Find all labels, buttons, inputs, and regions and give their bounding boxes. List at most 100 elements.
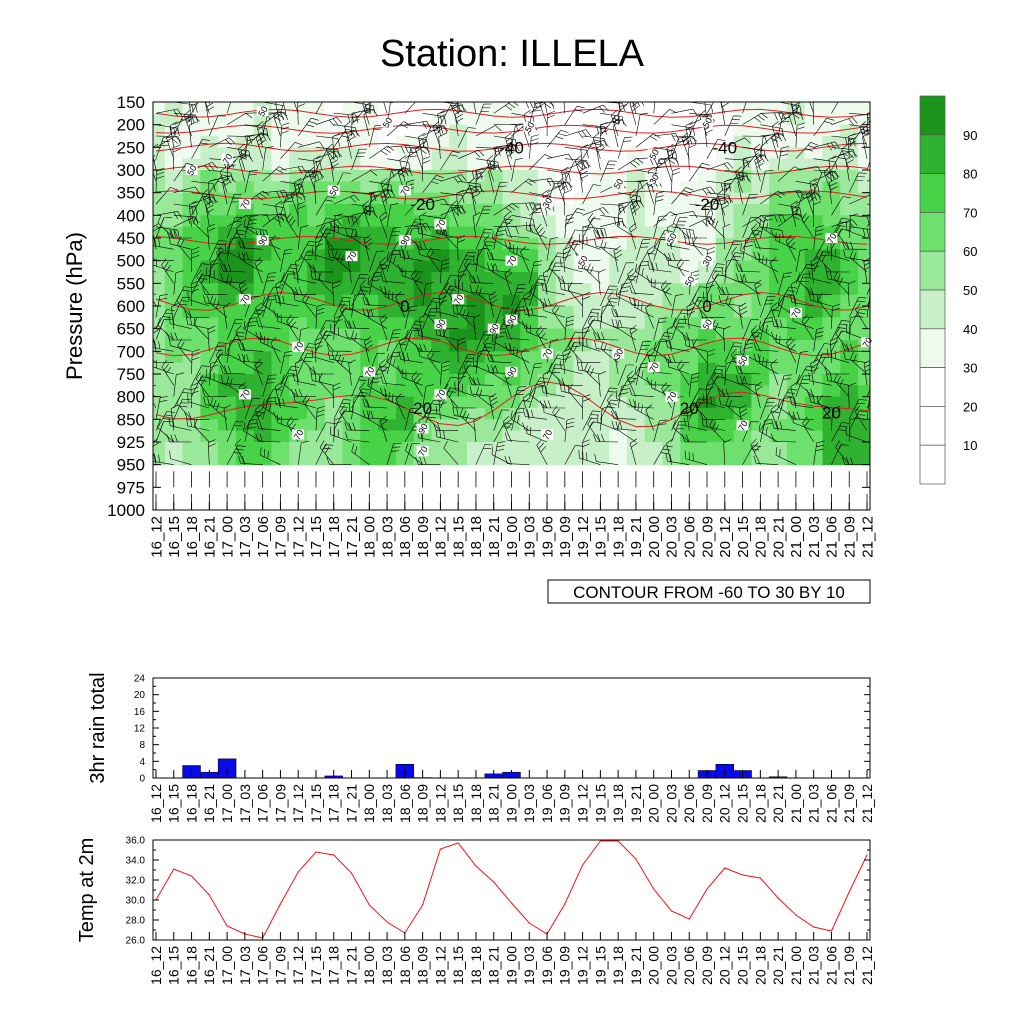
- humidity-cell: [360, 385, 379, 398]
- wind-barb-flag: [223, 80, 230, 84]
- humidity-cell: [271, 204, 290, 216]
- wind-barb: [369, 193, 372, 216]
- wind-barb: [351, 107, 367, 125]
- humidity-cell: [153, 328, 166, 341]
- humidity-cell: [200, 215, 219, 228]
- wind-barb-flag: [469, 76, 475, 81]
- wind-barb: [294, 299, 317, 307]
- wind-barb: [330, 159, 335, 182]
- wind-barb: [529, 275, 541, 295]
- wind-barb: [347, 261, 352, 284]
- wind-barb: [262, 148, 266, 171]
- wind-barb-flag: [459, 407, 464, 416]
- wind-barb-flag: [274, 113, 282, 120]
- humidity-cell: [153, 260, 166, 273]
- humidity-cell: [360, 374, 379, 386]
- wind-barb-flag: [536, 384, 545, 387]
- humidity-cell: [662, 408, 682, 420]
- wind-barb-flag: [176, 395, 181, 404]
- wind-barb-flag: [380, 415, 387, 422]
- wind-barb: [312, 278, 334, 284]
- wind-barb: [379, 420, 388, 443]
- humidity-cell: [360, 170, 379, 182]
- wind-barb-flag: [161, 258, 167, 266]
- humidity-cell: [609, 158, 628, 171]
- humidity-cell: [253, 249, 273, 262]
- wind-barb: [280, 194, 288, 216]
- humidity-cell: [626, 215, 646, 228]
- humidity-cell: [466, 351, 486, 364]
- humidity-cell: [235, 419, 255, 432]
- wind-barb-flag: [157, 215, 162, 223]
- humidity-cell: [769, 204, 788, 216]
- wind-barb: [320, 231, 334, 250]
- wind-barb-flag: [538, 329, 544, 336]
- humidity-cell: [324, 192, 344, 205]
- wind-barb: [222, 372, 245, 375]
- wind-barb-flag: [190, 382, 199, 387]
- wind-barb: [367, 317, 388, 329]
- wind-barb-flag: [411, 371, 417, 378]
- wind-barb-flag: [539, 102, 543, 105]
- humidity-cell: [153, 362, 166, 375]
- humidity-cell: [644, 430, 664, 443]
- humidity-cell: [466, 385, 486, 398]
- wind-barb-flag: [227, 164, 236, 168]
- humidity-cell: [360, 272, 379, 284]
- humidity-cell: [271, 385, 290, 398]
- wind-barb: [351, 170, 371, 182]
- wind-barb: [404, 307, 410, 329]
- humidity-cell: [153, 181, 166, 194]
- wind-barb: [226, 229, 239, 250]
- wind-barb-flag: [406, 352, 410, 361]
- wind-barb-flag: [218, 240, 227, 242]
- wind-barb-flag: [465, 413, 470, 422]
- wind-barb: [404, 102, 406, 103]
- wind-barb: [529, 178, 552, 182]
- wind-barb-flag: [293, 393, 296, 402]
- wind-barb-flag: [403, 121, 411, 126]
- humidity-cell: [324, 238, 344, 250]
- humidity-cell: [413, 408, 433, 420]
- humidity-cell: [520, 260, 539, 273]
- wind-barb-flag: [530, 138, 539, 142]
- wind-barb-flag: [533, 208, 542, 210]
- humidity-cell: [324, 362, 344, 375]
- wind-barb-flag: [290, 189, 298, 195]
- humidity-cell: [680, 294, 699, 307]
- wind-barb-flag: [186, 316, 189, 325]
- wind-barb: [492, 271, 512, 284]
- humidity-cell: [644, 340, 664, 352]
- wind-barb: [459, 415, 477, 431]
- wind-barb: [415, 149, 423, 171]
- wind-barb-flag: [184, 309, 188, 318]
- wind-barb-flag: [386, 251, 390, 260]
- humidity-cell: [289, 328, 308, 341]
- wind-barb-flag: [538, 380, 547, 383]
- wind-barb-flag: [372, 108, 378, 117]
- humidity-cell: [786, 362, 806, 375]
- humidity-cell: [153, 170, 166, 182]
- humidity-cell: [484, 351, 504, 364]
- wind-barb: [492, 373, 512, 386]
- humidity-cell: [858, 351, 870, 364]
- humidity-cell: [804, 272, 824, 284]
- wind-barb: [544, 102, 548, 114]
- humidity-cell: [164, 136, 184, 148]
- humidity-cell: [342, 328, 362, 341]
- humidity-cell: [431, 158, 450, 171]
- humidity-cell: [153, 113, 166, 126]
- humidity-cell: [502, 124, 522, 137]
- wind-barb-flag: [235, 223, 243, 230]
- wind-barb: [382, 395, 405, 397]
- wind-barb-flag: [172, 316, 175, 325]
- wind-barb-flag: [355, 217, 359, 225]
- wind-barb-flag: [478, 149, 485, 157]
- humidity-cell: [235, 442, 255, 466]
- humidity-cell: [289, 249, 308, 262]
- wind-barb-flag: [320, 224, 326, 232]
- wind-barb-flag: [359, 382, 366, 389]
- wind-barb-flag: [154, 340, 157, 349]
- humidity-cell: [715, 136, 735, 148]
- wind-barb: [369, 273, 375, 295]
